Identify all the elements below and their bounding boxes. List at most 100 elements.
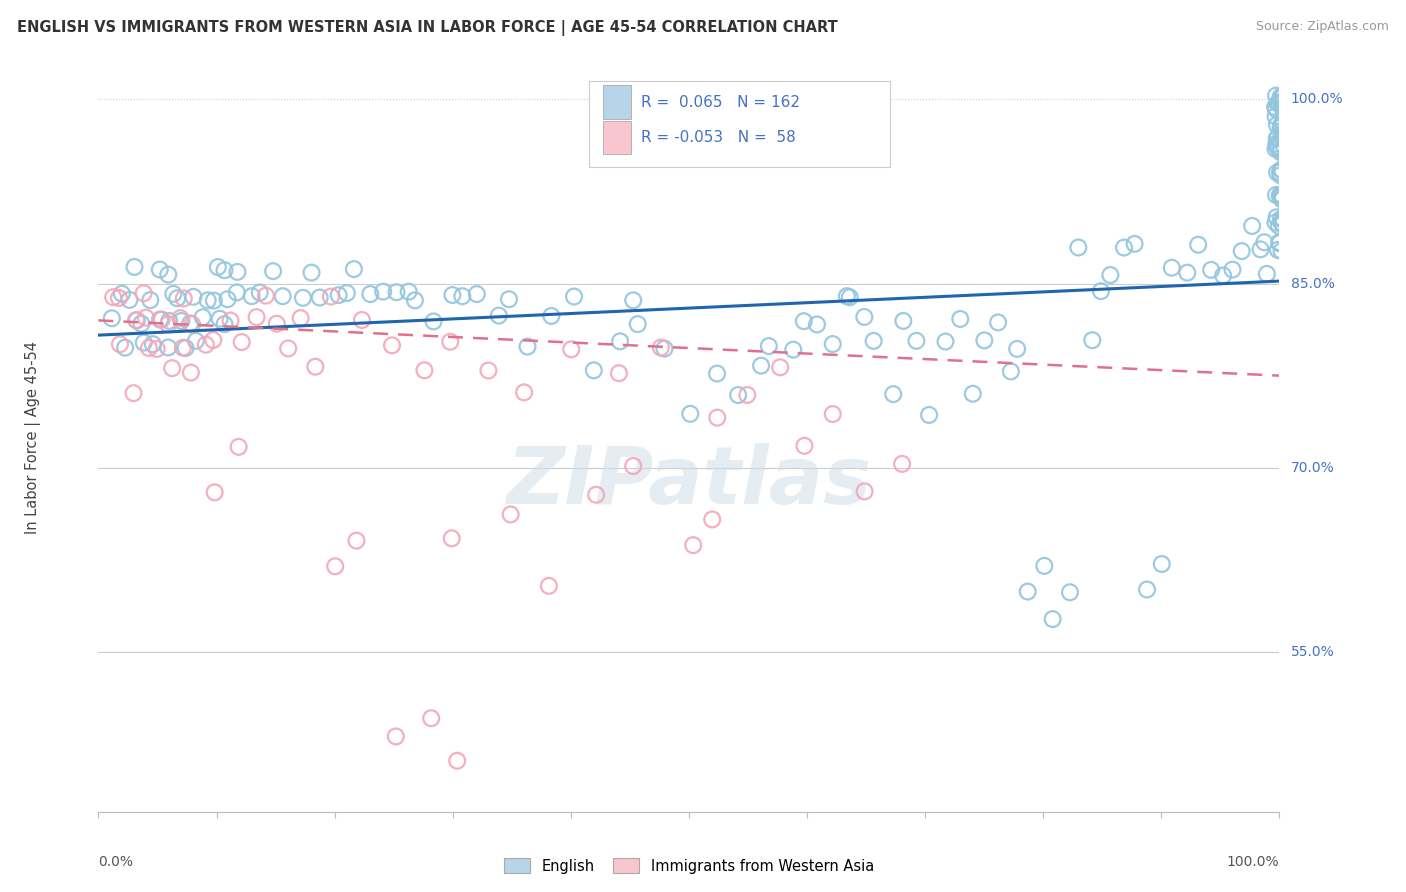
Point (277, 342, 299, 356)
Point (1270, 119, 1292, 133)
Point (560, 343, 582, 357)
Point (1268, 235, 1291, 250)
Point (821, 337, 844, 351)
Point (1272, 104, 1295, 119)
Point (973, 334, 995, 348)
Point (893, 314, 915, 328)
Point (385, 285, 408, 300)
Point (654, 342, 676, 356)
Point (1264, 142, 1286, 156)
Point (1267, 130, 1289, 145)
Point (301, 266, 323, 280)
Point (249, 285, 271, 300)
Point (439, 334, 461, 349)
Point (537, 579, 560, 593)
Point (441, 288, 464, 302)
Point (420, 711, 443, 725)
Text: 70.0%: 70.0% (1291, 461, 1334, 475)
Point (1112, 241, 1135, 255)
Point (1264, 109, 1286, 123)
Point (183, 290, 205, 304)
Point (607, 366, 630, 380)
Point (214, 263, 236, 277)
Point (245, 310, 267, 325)
Point (202, 293, 225, 308)
Point (621, 458, 644, 473)
Text: R =  0.065   N = 162: R = 0.065 N = 162 (641, 95, 800, 110)
Point (1264, 216, 1286, 230)
Point (157, 268, 180, 282)
Point (1271, 244, 1294, 258)
Point (934, 334, 956, 349)
Point (1267, 141, 1289, 155)
Point (1270, 144, 1292, 158)
Point (1265, 103, 1288, 117)
Point (266, 317, 288, 331)
Point (1271, 163, 1294, 178)
Point (891, 457, 914, 471)
Point (135, 310, 157, 325)
Point (513, 385, 536, 400)
Point (749, 359, 772, 373)
Point (1270, 190, 1292, 204)
Point (404, 293, 426, 308)
Point (1230, 244, 1253, 259)
Point (291, 291, 314, 305)
Point (1272, 100, 1295, 114)
Point (440, 531, 463, 545)
Point (706, 410, 728, 425)
Point (228, 440, 250, 454)
Point (1265, 139, 1288, 153)
Point (226, 265, 249, 279)
Bar (603, 120, 631, 154)
Point (1270, 89, 1292, 103)
Point (1265, 211, 1288, 225)
Point (350, 313, 373, 327)
Point (343, 262, 366, 277)
Point (149, 262, 172, 277)
Point (853, 484, 876, 499)
Point (194, 337, 217, 351)
Point (1267, 243, 1289, 257)
Point (918, 408, 941, 422)
Point (1270, 211, 1292, 226)
Point (319, 290, 342, 304)
Point (1272, 212, 1295, 227)
Point (1268, 236, 1291, 251)
Point (170, 314, 193, 328)
Point (207, 260, 229, 274)
Point (585, 488, 607, 502)
Point (262, 264, 284, 278)
Point (180, 366, 202, 380)
Point (582, 363, 605, 377)
Point (323, 559, 346, 574)
Point (1270, 97, 1292, 112)
Text: ZIPatlas: ZIPatlas (506, 443, 872, 521)
Point (1270, 169, 1292, 183)
Point (1265, 165, 1288, 179)
Point (166, 291, 188, 305)
Bar (589, 81, 890, 168)
Point (562, 289, 585, 303)
Point (1270, 128, 1292, 142)
Point (1268, 188, 1291, 202)
Point (1270, 187, 1292, 202)
Point (1099, 268, 1122, 282)
Point (336, 286, 359, 301)
Point (1265, 131, 1288, 145)
Point (1136, 582, 1159, 597)
Point (225, 285, 247, 300)
Point (1271, 90, 1294, 104)
Text: Source: ZipAtlas.com: Source: ZipAtlas.com (1256, 20, 1389, 33)
Point (1271, 216, 1294, 230)
Point (1175, 266, 1198, 280)
Point (172, 341, 194, 355)
Point (101, 311, 124, 326)
Point (1270, 120, 1292, 135)
Point (540, 309, 562, 323)
Point (806, 318, 828, 332)
Point (157, 341, 180, 355)
Point (131, 317, 153, 331)
Point (125, 313, 148, 327)
Point (477, 363, 499, 377)
